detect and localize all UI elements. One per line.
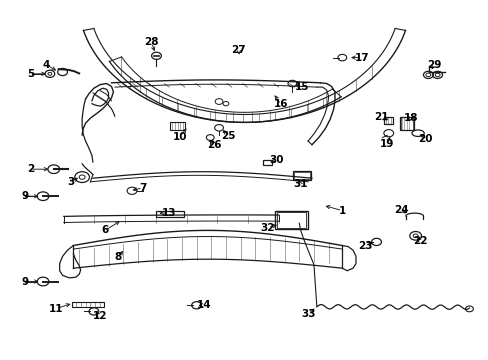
Text: 9: 9 [22,276,29,287]
Bar [293,171,310,180]
Text: 9: 9 [22,191,29,201]
Text: 32: 32 [260,222,275,233]
Bar [399,117,413,130]
Text: 11: 11 [49,303,63,314]
Text: 29: 29 [426,60,441,70]
Bar [170,122,184,130]
Text: 6: 6 [102,225,108,235]
Text: 25: 25 [221,131,236,141]
Text: 2: 2 [27,164,34,174]
Text: 33: 33 [300,309,315,319]
Text: 3: 3 [67,177,74,187]
Text: 26: 26 [206,140,221,150]
Text: 1: 1 [338,206,345,216]
Text: 27: 27 [231,45,245,55]
Bar [72,302,104,307]
Text: 17: 17 [354,53,368,63]
Bar [276,212,305,228]
Text: 12: 12 [93,311,107,321]
Bar [263,160,271,165]
Text: 28: 28 [144,37,159,48]
Text: 5: 5 [27,69,34,79]
Text: 31: 31 [293,179,307,189]
Text: 21: 21 [373,112,388,122]
Text: 13: 13 [161,208,176,218]
Bar [383,117,392,124]
Text: 16: 16 [273,99,288,109]
Text: 14: 14 [197,300,211,310]
Text: 4: 4 [42,60,50,70]
Text: 22: 22 [412,236,427,246]
Text: 7: 7 [139,183,146,193]
Text: 24: 24 [393,204,407,215]
Text: 23: 23 [358,240,372,251]
Text: 18: 18 [403,113,417,123]
Text: 15: 15 [294,82,309,92]
Text: 19: 19 [379,139,394,149]
Bar [400,117,412,130]
Bar [274,211,307,229]
Text: 10: 10 [172,132,187,142]
Text: 30: 30 [268,155,283,165]
Bar [294,172,309,179]
Bar [155,211,183,217]
Text: 20: 20 [417,134,432,144]
Text: 8: 8 [115,252,122,262]
